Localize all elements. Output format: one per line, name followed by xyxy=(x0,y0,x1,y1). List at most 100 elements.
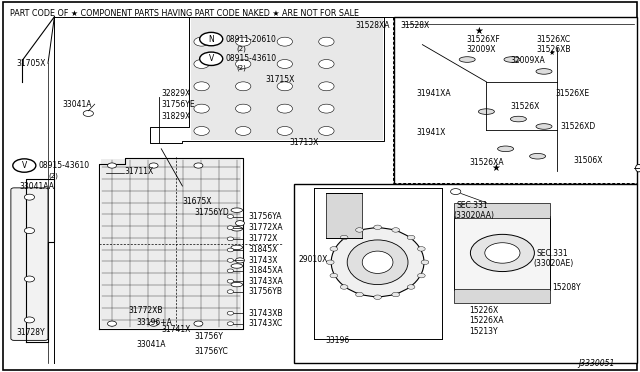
Text: 31743X: 31743X xyxy=(248,256,278,265)
Circle shape xyxy=(407,285,415,289)
Ellipse shape xyxy=(231,264,243,268)
Circle shape xyxy=(407,235,415,240)
Text: 31715X: 31715X xyxy=(266,75,295,84)
Text: 31526XE: 31526XE xyxy=(556,89,589,98)
Circle shape xyxy=(277,126,292,135)
Circle shape xyxy=(236,104,251,113)
Text: SEC.331: SEC.331 xyxy=(536,249,568,258)
Circle shape xyxy=(194,37,209,46)
Text: (2): (2) xyxy=(237,65,246,71)
Ellipse shape xyxy=(347,240,408,285)
Ellipse shape xyxy=(362,251,393,273)
Circle shape xyxy=(319,126,334,135)
Text: 31743XB: 31743XB xyxy=(248,309,283,318)
Circle shape xyxy=(227,322,234,326)
Text: 31845XA: 31845XA xyxy=(248,266,283,275)
Ellipse shape xyxy=(231,282,243,287)
Text: 08915-43610: 08915-43610 xyxy=(225,54,276,63)
Circle shape xyxy=(236,258,244,263)
Text: 31528X: 31528X xyxy=(401,21,430,30)
Text: 31845X: 31845X xyxy=(248,246,278,254)
Bar xyxy=(394,17,637,184)
Circle shape xyxy=(194,104,209,113)
Circle shape xyxy=(451,189,461,195)
Circle shape xyxy=(340,235,348,240)
Text: 15213Y: 15213Y xyxy=(469,327,498,336)
Ellipse shape xyxy=(498,146,514,152)
Text: (2): (2) xyxy=(48,172,58,179)
Text: 31528XA: 31528XA xyxy=(356,21,390,30)
Text: 15208Y: 15208Y xyxy=(552,283,581,292)
Text: 29010X: 29010X xyxy=(298,255,328,264)
Circle shape xyxy=(108,163,116,168)
Text: 31675X: 31675X xyxy=(182,197,212,206)
Bar xyxy=(101,159,241,328)
Text: 08911-20610: 08911-20610 xyxy=(225,35,276,44)
Ellipse shape xyxy=(479,109,495,115)
Bar xyxy=(191,18,383,140)
Circle shape xyxy=(277,104,292,113)
Circle shape xyxy=(227,226,234,230)
Circle shape xyxy=(194,163,203,168)
Circle shape xyxy=(227,311,234,315)
Text: 31772X: 31772X xyxy=(248,234,278,243)
Text: 31728Y: 31728Y xyxy=(16,328,45,337)
Circle shape xyxy=(200,32,223,46)
Text: 08915-43610: 08915-43610 xyxy=(38,161,90,170)
Ellipse shape xyxy=(536,124,552,129)
Circle shape xyxy=(149,163,158,168)
Ellipse shape xyxy=(511,116,527,122)
Circle shape xyxy=(277,82,292,91)
Text: 15226XA: 15226XA xyxy=(469,316,504,325)
Circle shape xyxy=(326,260,334,264)
Circle shape xyxy=(194,60,209,68)
Circle shape xyxy=(374,295,381,299)
Ellipse shape xyxy=(231,208,243,212)
Text: 31941X: 31941X xyxy=(417,128,446,137)
Ellipse shape xyxy=(470,234,534,272)
Circle shape xyxy=(227,290,234,294)
Circle shape xyxy=(24,194,35,200)
Circle shape xyxy=(319,37,334,46)
FancyBboxPatch shape xyxy=(11,188,48,340)
Circle shape xyxy=(149,321,158,326)
Text: V: V xyxy=(209,54,214,63)
Text: 31741X: 31741X xyxy=(161,325,191,334)
Text: 31711X: 31711X xyxy=(125,167,154,176)
Circle shape xyxy=(330,247,338,251)
Circle shape xyxy=(236,37,251,46)
Circle shape xyxy=(24,276,35,282)
Circle shape xyxy=(236,126,251,135)
Circle shape xyxy=(356,292,364,297)
Circle shape xyxy=(194,82,209,91)
Circle shape xyxy=(421,260,429,264)
Bar xyxy=(294,184,637,363)
Text: 32829X: 32829X xyxy=(161,89,191,98)
Ellipse shape xyxy=(231,227,243,231)
Circle shape xyxy=(227,259,234,262)
Circle shape xyxy=(392,228,399,232)
Bar xyxy=(326,193,362,238)
Text: 31756YA: 31756YA xyxy=(248,212,282,221)
Circle shape xyxy=(417,273,425,278)
Text: 31756Y: 31756Y xyxy=(194,332,223,341)
Text: 31526XA: 31526XA xyxy=(470,158,504,167)
Circle shape xyxy=(236,221,244,226)
Circle shape xyxy=(227,279,234,283)
Bar xyxy=(454,289,550,303)
Circle shape xyxy=(340,285,348,289)
Bar xyxy=(454,216,550,290)
Circle shape xyxy=(13,159,36,172)
Circle shape xyxy=(330,273,338,278)
Circle shape xyxy=(236,60,251,68)
Text: 32009X: 32009X xyxy=(466,45,495,54)
Text: 31756YE: 31756YE xyxy=(161,100,195,109)
Text: ★: ★ xyxy=(492,163,500,173)
Circle shape xyxy=(277,60,292,68)
Circle shape xyxy=(319,60,334,68)
Circle shape xyxy=(194,126,209,135)
Text: 31526XC: 31526XC xyxy=(536,35,570,44)
Circle shape xyxy=(108,321,116,326)
Text: 31506X: 31506X xyxy=(573,156,603,165)
Circle shape xyxy=(319,104,334,113)
